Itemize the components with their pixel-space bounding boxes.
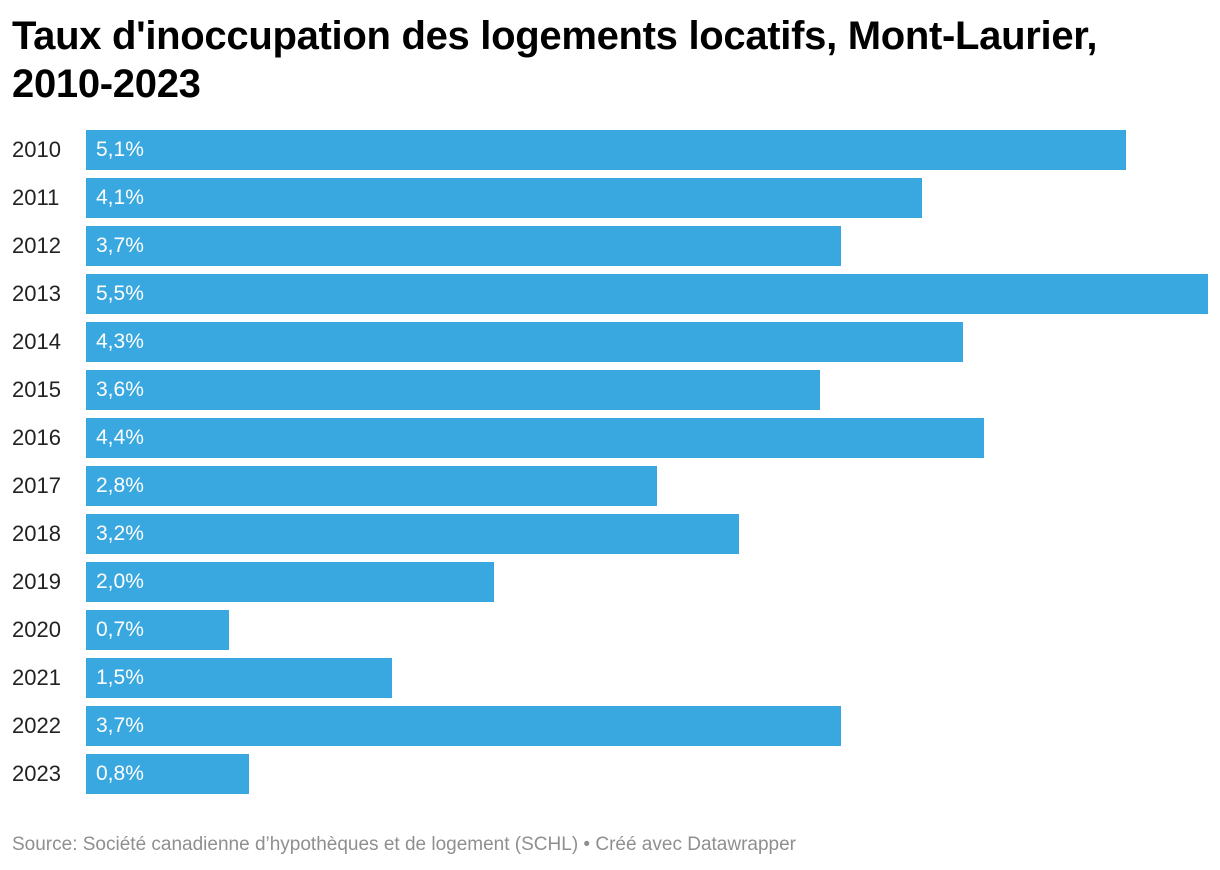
year-label: 2010 — [12, 137, 61, 162]
year-label: 2011 — [12, 185, 60, 210]
year-label: 2023 — [12, 761, 61, 786]
bar-value-label: 0,8% — [96, 762, 144, 785]
bar — [86, 322, 963, 362]
bar-value-label: 3,7% — [96, 234, 144, 257]
year-label: 2019 — [12, 569, 61, 594]
bar — [86, 658, 392, 698]
bar — [86, 178, 922, 218]
year-label: 2014 — [12, 329, 61, 354]
bar — [86, 274, 1208, 314]
source-footer: Source: Société canadienne d’hypothèques… — [12, 834, 797, 855]
year-label: 2012 — [12, 233, 61, 258]
bar-value-label: 1,5% — [96, 666, 144, 689]
bar — [86, 418, 984, 458]
bar-value-label: 3,6% — [96, 378, 144, 401]
bar — [86, 514, 739, 554]
bar — [86, 466, 657, 506]
bar-value-label: 3,2% — [96, 522, 144, 545]
year-label: 2016 — [12, 425, 61, 450]
bar-value-label: 2,0% — [96, 570, 144, 593]
bar-value-label: 4,1% — [96, 186, 144, 209]
bar-value-label: 5,1% — [96, 138, 144, 161]
chart-title: Taux d'inoccupation des logements locati… — [12, 14, 1098, 106]
bar — [86, 370, 820, 410]
bar-value-label: 3,7% — [96, 714, 144, 737]
year-label: 2020 — [12, 617, 61, 642]
bar — [86, 754, 249, 794]
year-label: 2022 — [12, 713, 61, 738]
bar-value-label: 5,5% — [96, 282, 144, 305]
year-label: 2013 — [12, 281, 61, 306]
year-label: 2017 — [12, 473, 61, 498]
bar-value-label: 4,3% — [96, 330, 144, 353]
bar-value-label: 2,8% — [96, 474, 144, 497]
year-label: 2021 — [12, 665, 61, 690]
year-label: 2018 — [12, 521, 61, 546]
bar — [86, 226, 841, 266]
bar — [86, 610, 229, 650]
bar — [86, 706, 841, 746]
bar — [86, 562, 494, 602]
bar — [86, 130, 1126, 170]
year-label: 2015 — [12, 377, 61, 402]
bar-value-label: 4,4% — [96, 426, 144, 449]
bar-value-label: 0,7% — [96, 618, 144, 641]
